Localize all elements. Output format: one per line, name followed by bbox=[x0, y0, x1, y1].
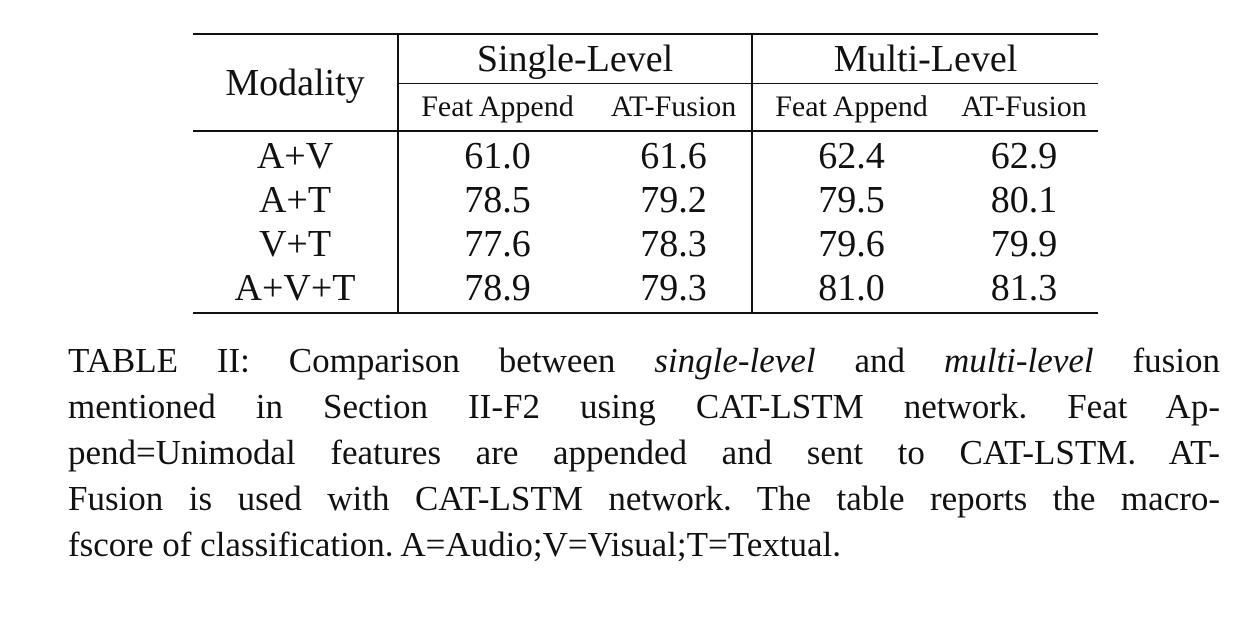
caption-line-4: Fusion is used with CAT-LSTM network. Th… bbox=[68, 479, 1220, 518]
modality-cell: A+T bbox=[258, 179, 332, 221]
modality-header: Modality bbox=[193, 33, 398, 131]
single-feat-cell: 61.0 bbox=[397, 130, 596, 178]
modality-cell: A+V+T bbox=[193, 266, 398, 314]
table-caption: TABLE II: Comparison between single-leve… bbox=[68, 338, 1220, 568]
caption-line-1: TABLE II: Comparison between single-leve… bbox=[68, 338, 1220, 384]
single-level-header: Single-Level bbox=[397, 33, 752, 84]
subheader-multi-at-fusion: AT-Fusion bbox=[961, 90, 1087, 123]
multi-feat-cell: 81.0 bbox=[751, 266, 950, 314]
multi-feat-cell: 79.6 bbox=[751, 222, 950, 266]
single-feat-cell: 78.9 bbox=[397, 266, 596, 314]
single-at-cell: 78.3 bbox=[640, 223, 707, 265]
caption-line-5: fscore of classification. A=Audio;V=Visu… bbox=[68, 525, 841, 564]
caption-emphasis-multi-level: multi-level bbox=[943, 341, 1094, 380]
subheader-multi-feat-append: Feat Append bbox=[751, 83, 950, 131]
multi-at-cell: 79.9 bbox=[990, 223, 1058, 265]
caption-text: TABLE II: Comparison between bbox=[68, 341, 655, 380]
modality-cell: A+V bbox=[193, 130, 398, 178]
caption-text: fusion bbox=[1093, 341, 1221, 380]
table-row: A+V+T 78.9 79.3 81.0 81.3 bbox=[193, 266, 1098, 314]
multi-at-cell: 80.1 bbox=[990, 179, 1058, 221]
caption-line-3: pend=Unimodal features are appended and … bbox=[68, 433, 1220, 472]
table-row: A+T 78.5 79.2 79.5 80.1 bbox=[193, 178, 1098, 222]
subheader-single-feat-append: Feat Append bbox=[397, 83, 596, 131]
caption-text: and bbox=[815, 341, 944, 380]
multi-at-cell: 81.3 bbox=[950, 266, 1098, 314]
single-at-cell: 61.6 bbox=[596, 130, 752, 178]
multi-level-header: Multi-Level bbox=[751, 33, 1098, 84]
single-at-cell: 79.2 bbox=[640, 179, 707, 221]
single-feat-cell: 78.5 bbox=[397, 178, 596, 222]
table-subheader-row: Feat Append AT-Fusion Feat Append AT-Fus… bbox=[193, 83, 1098, 131]
table-row: A+V 61.0 61.6 62.4 62.9 bbox=[193, 130, 1098, 178]
table-row: V+T 77.6 78.3 79.6 79.9 bbox=[193, 222, 1098, 266]
multi-at-cell: 62.9 bbox=[950, 130, 1098, 178]
caption-emphasis-single-level: single-level bbox=[654, 341, 816, 380]
table-group-header-row: Modality Single-Level Multi-Level bbox=[193, 33, 1098, 131]
caption-line-2: mentioned in Section II-F2 using CAT-LST… bbox=[68, 387, 1220, 426]
single-at-cell: 79.3 bbox=[596, 266, 752, 314]
results-table: Modality Single-Level Multi-Level Feat A… bbox=[193, 33, 1098, 314]
multi-feat-cell: 79.5 bbox=[751, 178, 950, 222]
subheader-single-at-fusion: AT-Fusion bbox=[610, 90, 737, 123]
single-feat-cell: 77.6 bbox=[397, 222, 596, 266]
multi-feat-cell: 62.4 bbox=[751, 130, 950, 178]
modality-cell: V+T bbox=[258, 223, 332, 265]
